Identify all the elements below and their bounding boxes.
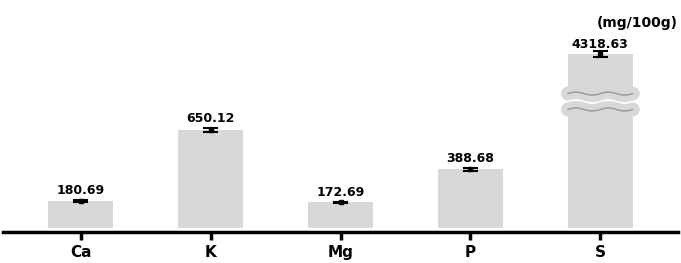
Bar xyxy=(308,202,373,228)
Bar xyxy=(438,169,503,228)
Bar xyxy=(568,111,633,228)
Text: 180.69: 180.69 xyxy=(57,184,105,197)
Text: 172.69: 172.69 xyxy=(317,186,364,199)
Bar xyxy=(178,130,243,228)
Bar xyxy=(48,201,113,228)
Text: 388.68: 388.68 xyxy=(447,151,494,165)
Text: 650.12: 650.12 xyxy=(187,112,235,125)
Text: 4318.63: 4318.63 xyxy=(572,38,629,51)
Bar xyxy=(567,92,634,111)
Bar xyxy=(568,54,633,92)
Text: (mg/100g): (mg/100g) xyxy=(597,16,678,29)
